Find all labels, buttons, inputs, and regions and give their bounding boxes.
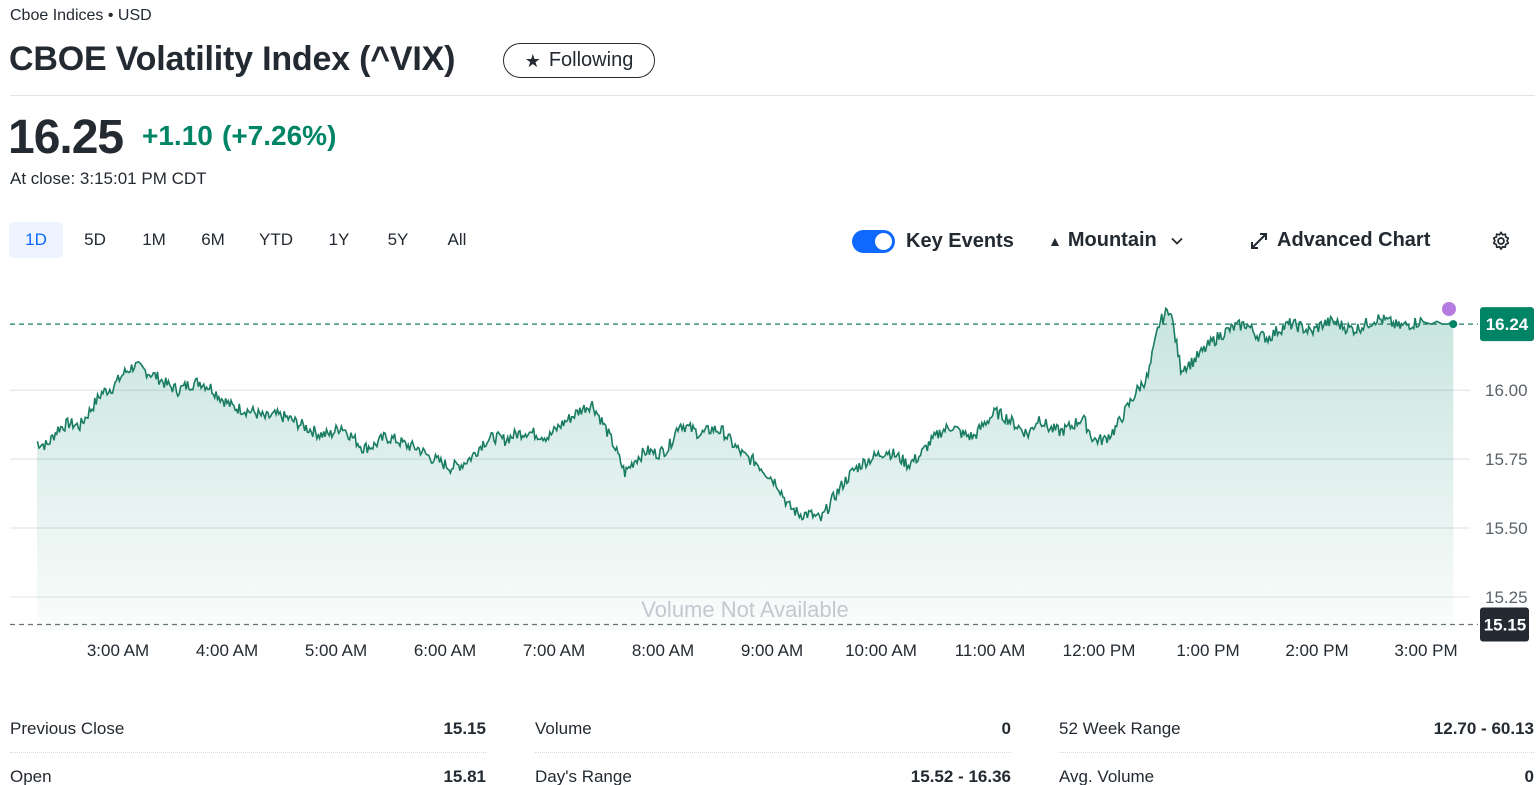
key-event-marker[interactable] bbox=[1442, 302, 1456, 316]
stats-column-1: Previous Close 15.15 Open 15.81 bbox=[10, 705, 486, 785]
previous-close-label: 15.15 bbox=[1484, 615, 1527, 634]
stat-row: Day's Range 15.52 - 16.36 bbox=[535, 753, 1011, 785]
x-tick-label: 3:00 PM bbox=[1394, 641, 1457, 660]
toggle-knob bbox=[875, 233, 892, 250]
range-ytd[interactable]: YTD bbox=[259, 230, 293, 249]
range-6m[interactable]: 6M bbox=[201, 230, 225, 249]
range-1m[interactable]: 1M bbox=[142, 230, 166, 249]
range-1d[interactable]: 1D bbox=[9, 222, 63, 258]
stats-column-3: 52 Week Range 12.70 - 60.13 Avg. Volume 0 bbox=[1059, 705, 1534, 785]
stat-label: Previous Close bbox=[10, 718, 125, 738]
expand-icon bbox=[1251, 232, 1267, 249]
x-tick-label: 11:00 AM bbox=[955, 641, 1026, 660]
stats-column-2: Volume 0 Day's Range 15.52 - 16.36 bbox=[535, 705, 1011, 785]
previous-close-tag: 15.15 bbox=[1480, 607, 1529, 642]
price: 16.25 bbox=[8, 111, 124, 164]
header-divider bbox=[10, 95, 1535, 96]
stat-row: Volume 0 bbox=[535, 705, 1011, 753]
x-tick-label: 4:00 AM bbox=[196, 641, 258, 660]
close-time: At close: 3:15:01 PM CDT bbox=[10, 169, 207, 188]
stat-row: Previous Close 15.15 bbox=[10, 705, 486, 753]
stat-value: 12.70 - 60.13 bbox=[1433, 718, 1534, 738]
current-price-tag: 16.24 bbox=[1480, 307, 1534, 342]
x-tick-label: 1:00 PM bbox=[1176, 641, 1239, 660]
stat-value: 15.81 bbox=[443, 767, 486, 785]
range-all[interactable]: All bbox=[447, 230, 467, 249]
x-tick-label: 9:00 AM bbox=[741, 641, 803, 660]
gear-icon[interactable] bbox=[1490, 230, 1512, 252]
chart-type-dropdown[interactable]: ▲ Mountain bbox=[1048, 229, 1183, 252]
x-tick-label: 3:00 AM bbox=[87, 641, 149, 660]
x-tick-label: 6:00 AM bbox=[414, 641, 476, 660]
range-5y[interactable]: 5Y bbox=[387, 230, 409, 249]
stat-label: Volume bbox=[535, 718, 592, 738]
star-icon: ★ bbox=[524, 50, 541, 71]
stat-row: Avg. Volume 0 bbox=[1059, 753, 1534, 785]
stat-row: Open 15.81 bbox=[10, 753, 486, 785]
chart-type-label: Mountain bbox=[1067, 229, 1157, 251]
x-tick-label: 12:00 PM bbox=[1063, 641, 1136, 660]
range-1y[interactable]: 1Y bbox=[328, 230, 350, 249]
stat-label: Avg. Volume bbox=[1059, 767, 1155, 785]
key-events-toggle[interactable] bbox=[852, 230, 895, 253]
chevron-down-icon bbox=[1171, 237, 1183, 245]
current-price-label: 16.24 bbox=[1486, 315, 1529, 334]
x-tick-label: 8:00 AM bbox=[632, 641, 694, 660]
price-line bbox=[36, 306, 1455, 522]
range-selector: 1D 5D 1M 6M YTD 1Y 5Y All bbox=[9, 222, 489, 258]
x-tick-label: 5:00 AM bbox=[305, 641, 367, 660]
y-tick-label: 15.50 bbox=[1485, 519, 1528, 538]
x-tick-label: 7:00 AM bbox=[523, 641, 585, 660]
following-label: Following bbox=[548, 49, 634, 71]
range-5d[interactable]: 5D bbox=[84, 230, 106, 249]
stat-row: 52 Week Range 12.70 - 60.13 bbox=[1059, 705, 1534, 753]
stat-value: 0 bbox=[1524, 767, 1534, 785]
following-button[interactable]: ★ Following bbox=[503, 43, 655, 78]
page-title: CBOE Volatility Index (^VIX) bbox=[9, 40, 456, 78]
mountain-icon: ▲ bbox=[1048, 232, 1062, 249]
volume-note: Volume Not Available bbox=[641, 597, 849, 622]
x-tick-label: 10:00 AM bbox=[845, 641, 917, 660]
stat-value: 15.15 bbox=[443, 718, 486, 738]
price-change-percent: (+7.26%) bbox=[222, 120, 337, 151]
advanced-chart-button[interactable]: Advanced Chart bbox=[1250, 229, 1430, 252]
stat-value: 0 bbox=[1001, 718, 1011, 738]
y-tick-label: 15.25 bbox=[1485, 588, 1528, 607]
stat-label: 52 Week Range bbox=[1059, 718, 1181, 738]
key-events-label: Key Events bbox=[906, 230, 1014, 252]
stat-value: 15.52 - 16.36 bbox=[910, 767, 1011, 785]
price-chart[interactable]: Volume Not Available 16.00 15.75 15.50 15.2… bbox=[0, 280, 1539, 670]
exchange-label: Cboe Indices • USD bbox=[10, 7, 152, 24]
advanced-chart-label: Advanced Chart bbox=[1277, 229, 1431, 251]
x-tick-label: 2:00 PM bbox=[1285, 641, 1348, 660]
stat-label: Day's Range bbox=[535, 767, 632, 785]
last-price-marker bbox=[1449, 320, 1458, 329]
y-tick-label: 16.00 bbox=[1485, 381, 1528, 400]
price-change: +1.10 bbox=[142, 120, 213, 151]
y-tick-label: 15.75 bbox=[1485, 450, 1528, 469]
price-area bbox=[37, 308, 1454, 630]
stat-label: Open bbox=[10, 767, 52, 785]
